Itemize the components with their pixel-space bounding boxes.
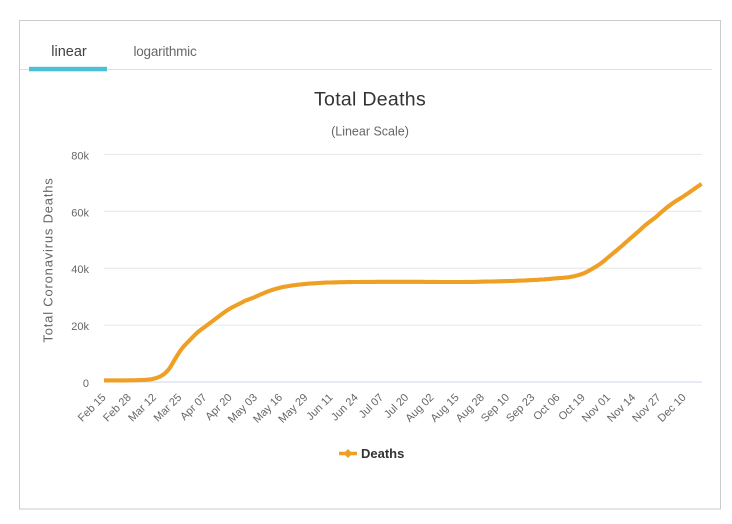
svg-text:80k: 80k [71, 150, 89, 162]
svg-text:linear: linear [51, 44, 87, 60]
svg-text:20k: 20k [71, 321, 89, 333]
svg-text:logarithmic: logarithmic [133, 44, 197, 59]
svg-text:40k: 40k [71, 264, 89, 276]
svg-text:Total Coronavirus Deaths: Total Coronavirus Deaths [41, 177, 56, 342]
svg-text:(Linear Scale): (Linear Scale) [331, 125, 409, 139]
svg-text:Deaths: Deaths [361, 446, 404, 461]
svg-text:0: 0 [83, 378, 89, 390]
svg-text:60k: 60k [71, 207, 89, 219]
svg-text:Total Deaths: Total Deaths [314, 89, 426, 111]
